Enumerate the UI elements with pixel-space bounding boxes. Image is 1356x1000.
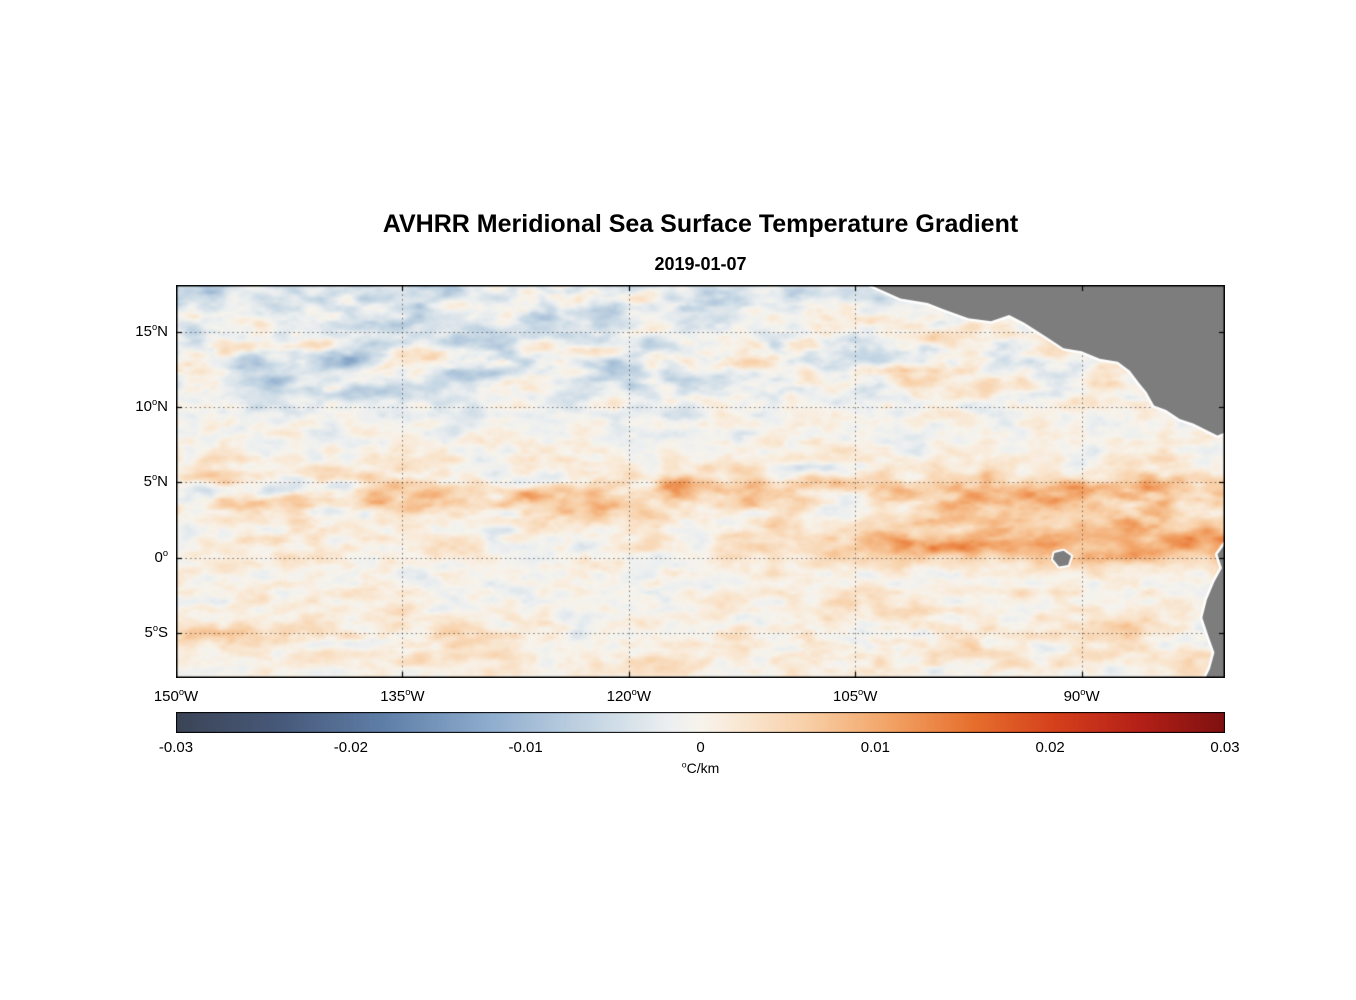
colorbar-tick-label: 0.03 bbox=[1210, 739, 1240, 756]
x-tick-label: 105oW bbox=[833, 687, 878, 705]
sst-gradient-heatmap bbox=[176, 285, 1225, 678]
y-tick-label: 5oN bbox=[143, 472, 168, 491]
figure-date-subtitle: 2019-01-07 bbox=[654, 254, 747, 274]
colorbar-tick-label: 0.02 bbox=[1035, 739, 1065, 756]
x-tick-label: 150oW bbox=[153, 687, 199, 705]
degree-symbol: o bbox=[681, 759, 687, 770]
colorbar bbox=[176, 712, 1225, 733]
colorbar-tick-label: 0.01 bbox=[860, 739, 890, 756]
y-tick-label: 5oS bbox=[144, 622, 168, 641]
x-tick-label: 135oW bbox=[380, 687, 425, 705]
x-tick-label: 120oW bbox=[606, 687, 651, 705]
figure-title: AVHRR Meridional Sea Surface Temperature… bbox=[382, 210, 1019, 238]
colorbar-tick-label: -0.02 bbox=[333, 739, 368, 756]
colorbar-tick-label: -0.01 bbox=[508, 739, 543, 756]
y-tick-label: 0o bbox=[154, 547, 168, 566]
y-tick-label: 10oN bbox=[135, 396, 168, 415]
y-tick-label: 15oN bbox=[135, 321, 168, 340]
x-tick-label: 90oW bbox=[1063, 687, 1100, 705]
colorbar-unit-label: oC/km bbox=[176, 760, 1225, 776]
colorbar-tick-label: 0 bbox=[696, 739, 705, 756]
colorbar-tick-label: -0.03 bbox=[158, 739, 194, 756]
unit-text: C/km bbox=[686, 760, 720, 776]
